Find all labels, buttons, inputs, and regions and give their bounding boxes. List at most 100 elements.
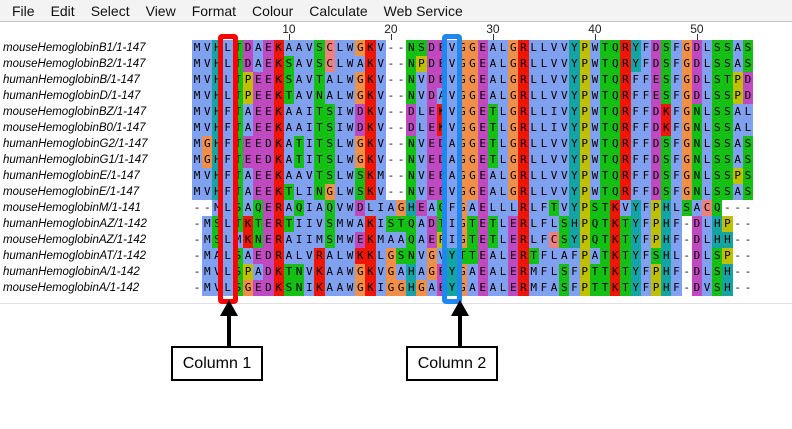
residue-cell[interactable]: V — [447, 40, 458, 56]
residue-cell[interactable]: G — [457, 120, 468, 136]
residue-cell[interactable]: M — [192, 40, 203, 56]
residue-cell[interactable]: I — [375, 280, 386, 296]
residue-cell[interactable]: V — [549, 88, 560, 104]
residue-cell[interactable]: F — [640, 280, 651, 296]
residue-cell[interactable]: S — [742, 168, 753, 184]
residue-cell[interactable]: S — [661, 152, 672, 168]
residue-cell[interactable]: - — [397, 185, 405, 198]
residue-cell[interactable]: V — [202, 120, 213, 136]
residue-cell[interactable]: - — [193, 233, 201, 246]
residue-cell[interactable]: H — [406, 280, 417, 296]
residue-cell[interactable]: F — [671, 152, 682, 168]
residue-cell[interactable]: F — [538, 200, 549, 216]
residue-cell[interactable]: H — [712, 232, 723, 248]
residue-cell[interactable]: W — [345, 152, 356, 168]
residue-cell[interactable]: V — [375, 264, 386, 280]
residue-cell[interactable]: A — [385, 232, 396, 248]
residue-cell[interactable]: I — [375, 216, 386, 232]
residue-cell[interactable]: K — [365, 152, 376, 168]
residue-cell[interactable]: P — [436, 232, 447, 248]
residue-cell[interactable]: K — [661, 104, 672, 120]
sequence-id[interactable]: mouseHemoglobinB1/1-147 — [3, 42, 146, 54]
residue-cell[interactable]: A — [294, 56, 305, 72]
residue-cell[interactable]: D — [651, 136, 662, 152]
residue-cell[interactable]: G — [202, 136, 213, 152]
residue-cell[interactable]: D — [742, 72, 753, 88]
sequence-id[interactable]: humanHemoglobinB/1-147 — [3, 74, 140, 86]
residue-cell[interactable]: E — [263, 120, 274, 136]
residue-cell[interactable]: P — [732, 72, 743, 88]
residue-cell[interactable]: E — [477, 264, 488, 280]
residue-cell[interactable]: R — [273, 248, 284, 264]
residue-cell[interactable]: S — [722, 40, 733, 56]
residue-cell[interactable]: K — [610, 200, 621, 216]
residue-cell[interactable]: E — [263, 216, 274, 232]
residue-cell[interactable]: L — [498, 104, 509, 120]
residue-cell[interactable]: D — [651, 152, 662, 168]
residue-cell[interactable]: A — [467, 280, 478, 296]
residue-cell[interactable]: - — [734, 233, 741, 246]
residue-cell[interactable]: G — [508, 184, 519, 200]
residue-cell[interactable]: L — [222, 200, 233, 216]
residue-cell[interactable]: H — [212, 136, 223, 152]
residue-cell[interactable]: S — [722, 152, 733, 168]
residue-cell[interactable]: M — [212, 200, 223, 216]
residue-cell[interactable]: E — [477, 152, 488, 168]
residue-cell[interactable]: Y — [630, 216, 641, 232]
residue-cell[interactable]: S — [232, 248, 243, 264]
residue-cell[interactable]: K — [365, 184, 376, 200]
residue-cell[interactable]: V — [620, 200, 631, 216]
residue-cell[interactable]: L — [538, 72, 549, 88]
residue-cell[interactable]: A — [549, 280, 560, 296]
residue-cell[interactable]: L — [222, 216, 233, 232]
residue-cell[interactable]: V — [549, 56, 560, 72]
residue-cell[interactable]: E — [263, 104, 274, 120]
residue-cell[interactable]: Y — [569, 56, 580, 72]
residue-cell[interactable]: V — [559, 168, 570, 184]
residue-cell[interactable]: L — [498, 264, 509, 280]
residue-cell[interactable]: S — [722, 136, 733, 152]
residue-cell[interactable]: A — [253, 40, 264, 56]
residue-cell[interactable]: S — [722, 88, 733, 104]
residue-cell[interactable]: A — [324, 88, 335, 104]
residue-cell[interactable]: N — [691, 104, 702, 120]
residue-cell[interactable]: F — [640, 136, 651, 152]
residue-cell[interactable]: L — [702, 104, 713, 120]
residue-cell[interactable]: Y — [569, 152, 580, 168]
residue-cell[interactable]: G — [426, 248, 437, 264]
residue-cell[interactable]: V — [375, 88, 386, 104]
residue-cell[interactable]: A — [324, 264, 335, 280]
residue-cell[interactable]: - — [744, 281, 752, 294]
residue-cell[interactable]: L — [498, 88, 509, 104]
residue-cell[interactable]: H — [212, 40, 223, 56]
residue-cell[interactable]: L — [538, 136, 549, 152]
residue-cell[interactable]: - — [397, 169, 405, 182]
residue-cell[interactable]: T — [436, 216, 447, 232]
residue-cell[interactable]: N — [294, 280, 305, 296]
residue-cell[interactable]: T — [600, 248, 611, 264]
residue-cell[interactable]: T — [283, 216, 294, 232]
residue-cell[interactable]: L — [528, 232, 539, 248]
sequence-id[interactable]: mouseHemoglobinM/1-141 — [3, 202, 142, 214]
residue-cell[interactable]: S — [722, 120, 733, 136]
residue-cell[interactable]: D — [243, 56, 254, 72]
residue-cell[interactable]: Q — [610, 184, 621, 200]
residue-cell[interactable]: L — [498, 200, 509, 216]
residue-cell[interactable]: Y — [569, 136, 580, 152]
residue-cell[interactable]: Y — [630, 232, 641, 248]
residue-cell[interactable]: L — [538, 56, 549, 72]
residue-cell[interactable]: Q — [324, 200, 335, 216]
residue-cell[interactable]: Y — [569, 168, 580, 184]
residue-cell[interactable]: - — [387, 57, 395, 70]
residue-cell[interactable]: Q — [610, 104, 621, 120]
residue-cell[interactable]: V — [549, 136, 560, 152]
residue-cell[interactable]: S — [661, 40, 672, 56]
residue-cell[interactable]: F — [538, 264, 549, 280]
residue-cell[interactable]: Q — [610, 168, 621, 184]
residue-cell[interactable]: T — [620, 280, 631, 296]
residue-cell[interactable]: E — [436, 184, 447, 200]
residue-cell[interactable]: R — [518, 40, 529, 56]
residue-cell[interactable]: E — [253, 120, 264, 136]
residue-cell[interactable]: F — [640, 216, 651, 232]
residue-cell[interactable]: E — [477, 56, 488, 72]
